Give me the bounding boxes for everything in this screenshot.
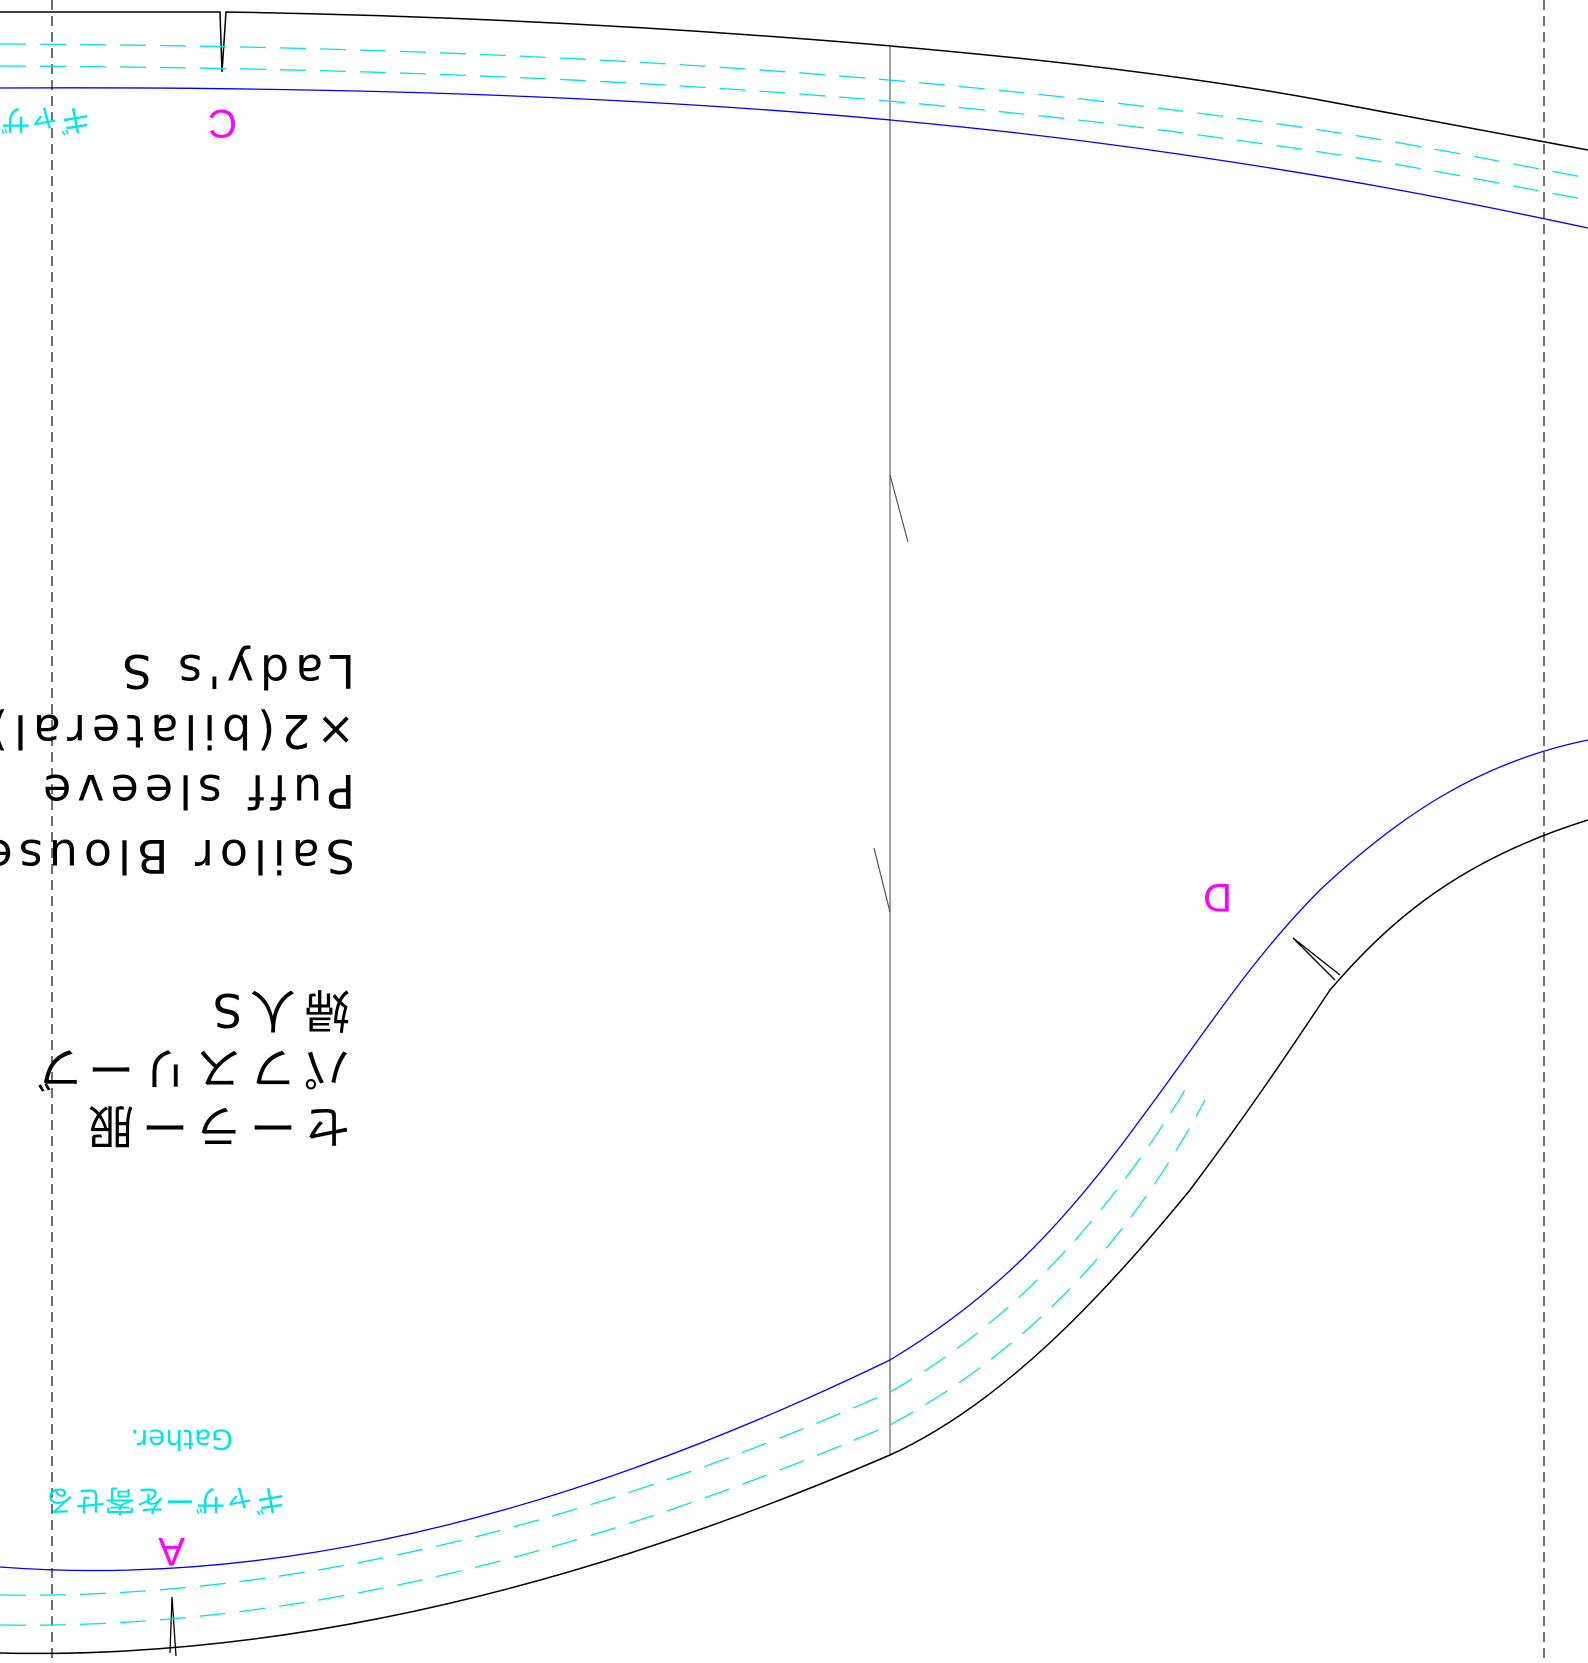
gather-note-top: ギャザー: [0, 102, 90, 137]
cap-notch-a: [169, 1596, 177, 1657]
grain-arrow-upper: [889, 474, 909, 543]
top-cut-line: [0, 11, 1588, 151]
marker-d: D: [1203, 875, 1232, 919]
gather-jp-bottom-label: ギャザーを寄せる: [45, 1482, 285, 1517]
gather-note-en: Gather.: [130, 1423, 233, 1456]
marker-c-label: C: [208, 101, 237, 145]
title-jp-line1: セーラー服: [80, 1099, 350, 1153]
title-en-line3: ×2(bilateral): [0, 704, 355, 758]
top-seam-allowance-1: [0, 43, 1588, 179]
cap-seam-allowance-1: [0, 1089, 1186, 1596]
title-en-line4: Lady's S: [116, 644, 355, 698]
cap-seam-allowance-2: [0, 1099, 1206, 1626]
marker-a: A: [158, 1529, 185, 1573]
top-stitch-line: [0, 87, 1588, 229]
gather-jp-top-label: ギャザー: [0, 102, 90, 137]
title-en-block: Sailor Blouse Puff sleeve ×2(bilateral) …: [0, 644, 355, 883]
marker-d-label: D: [1203, 875, 1232, 919]
cap-cut-line: [0, 819, 1588, 1655]
marker-c: C: [208, 101, 237, 145]
gather-note-bottom: ギャザーを寄せる: [45, 1482, 285, 1517]
title-jp-line3: 婦人S: [205, 983, 350, 1037]
top-seam-allowance-2: [0, 65, 1588, 201]
title-jp-line2: パフスリーブ: [29, 1041, 350, 1095]
grain-arrow-lower: [873, 847, 891, 913]
title-block: セーラー服 パフスリーブ 婦人S: [29, 983, 350, 1153]
cap-notch-d: [1292, 937, 1341, 981]
title-en-line1: Sailor Blouse: [0, 829, 355, 883]
marker-a-label: A: [158, 1529, 185, 1573]
gather-en-bottom-label: Gather.: [130, 1423, 233, 1456]
cap-stitch-line: [0, 739, 1588, 1572]
title-en-line2: Puff sleeve: [37, 764, 355, 818]
